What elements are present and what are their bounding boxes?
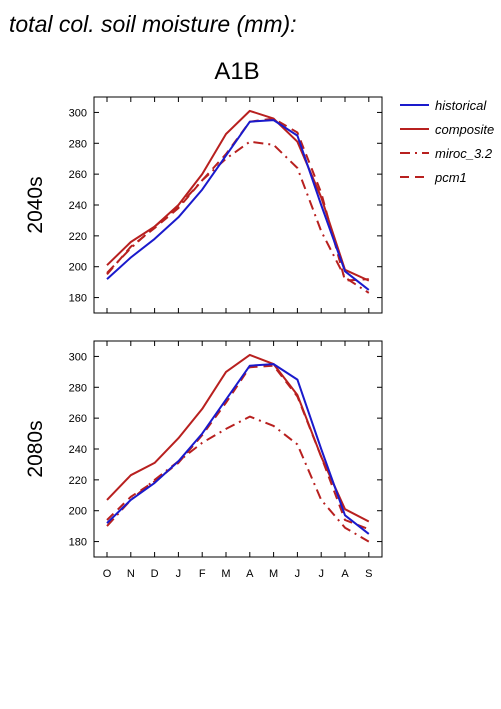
y-tick-label: 220 [69, 231, 87, 243]
y-tick-label: 280 [69, 138, 87, 150]
y-tick-label: 260 [69, 169, 87, 181]
legend-label: composite [435, 122, 494, 137]
y-tick-label: 280 [69, 382, 87, 394]
figure-title: total col. soil moisture (mm): [9, 11, 297, 37]
legend-item-historical: historical [400, 98, 487, 113]
series-line-composite [106, 109, 370, 282]
x-tick-label: A [246, 568, 254, 580]
series-line-composite [106, 353, 370, 523]
chart-panels: 2040s 180 200 220 240 260 280 300 2080s 180 200 220… [24, 96, 383, 580]
y-tick-label: 200 [69, 506, 87, 518]
x-tick-label: O [103, 568, 112, 580]
x-tick-label: A [341, 568, 349, 580]
x-tick-label: M [269, 568, 278, 580]
y-tick-label: 220 [69, 475, 87, 487]
series-line-pcm1 [106, 117, 369, 282]
plot-frame [93, 96, 383, 314]
legend-item-pcm1: pcm1 [400, 170, 467, 185]
scenario-title: A1B [214, 58, 259, 85]
x-tick-label: F [199, 568, 206, 580]
legend-label: historical [435, 98, 487, 113]
series-line-historical [106, 363, 370, 535]
y-tick-label: 180 [69, 293, 87, 305]
y-tick-label: 240 [69, 444, 87, 456]
series-line-historical [106, 119, 370, 291]
legend-item-miroc-3-2: miroc_3.2 [400, 146, 493, 161]
y-tick-label: 260 [69, 413, 87, 425]
x-tick-label: S [365, 568, 372, 580]
series-line-miroc-3-2 [106, 140, 370, 294]
y-tick-label: 180 [69, 537, 87, 549]
x-tick-label: J [295, 568, 301, 580]
y-tick-label: 200 [69, 262, 87, 274]
series-line-pcm1 [106, 364, 370, 531]
y-tick-label: 240 [69, 200, 87, 212]
x-tick-label: M [221, 568, 230, 580]
legend-item-composite: composite [400, 122, 494, 137]
legend-label: miroc_3.2 [435, 146, 493, 161]
legend-label: pcm1 [434, 170, 467, 185]
panel-2080s: 2080s 180 200 220 240 260 280 300 O N D J F M A M J J A S [24, 340, 383, 580]
x-tick-label: J [318, 568, 324, 580]
x-tick-label: J [176, 568, 182, 580]
y-tick-label: 300 [69, 107, 87, 119]
panel-label: 2080s [24, 420, 47, 477]
y-tick-label: 300 [69, 351, 87, 363]
plot-frame [93, 340, 383, 558]
x-tick-label: N [127, 568, 135, 580]
legend: historical composite miroc_3.2 pcm1 [400, 98, 494, 185]
panel-2040s: 2040s 180 200 220 240 260 280 300 [24, 96, 383, 314]
x-tick-label: D [151, 568, 159, 580]
panel-label: 2040s [24, 176, 47, 233]
